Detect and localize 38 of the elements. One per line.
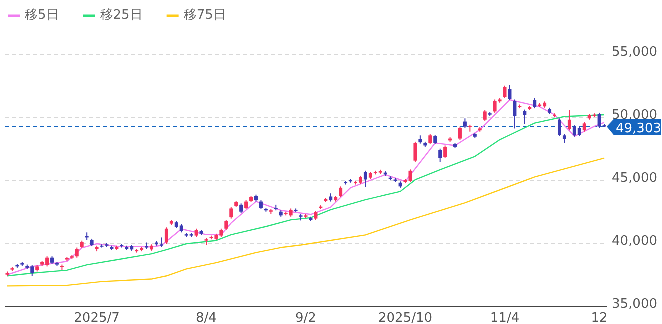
candlestick xyxy=(160,237,164,248)
y-tick-label: 45,000 xyxy=(612,171,658,186)
candlestick xyxy=(428,134,432,145)
candlestick xyxy=(483,110,487,122)
candlestick xyxy=(438,148,442,163)
x-tick-label: 2025/7 xyxy=(74,311,120,324)
candlestick xyxy=(364,170,368,188)
legend-label: 移5日 xyxy=(25,8,60,23)
candlestick xyxy=(414,141,418,163)
x-tick-label: 11/4 xyxy=(490,311,520,324)
candlestick xyxy=(75,247,79,258)
candlestick xyxy=(463,118,467,129)
legend-label: 移25日 xyxy=(100,8,143,23)
x-tick-label: 9/2 xyxy=(296,311,316,324)
candlestick xyxy=(558,118,562,137)
candlestick xyxy=(508,84,512,101)
legend-label: 移75日 xyxy=(184,8,226,23)
line-series xyxy=(6,158,606,287)
candlestick xyxy=(513,99,517,130)
x-tick-label: 8/4 xyxy=(196,311,217,324)
candlestick xyxy=(224,220,228,231)
candlestick xyxy=(458,126,462,141)
candlestick xyxy=(434,134,438,145)
x-tick-label: 2025/10 xyxy=(378,311,433,324)
candlestick xyxy=(164,227,168,244)
candlestick xyxy=(240,203,244,214)
candlestick xyxy=(568,110,572,132)
candlestick xyxy=(339,186,343,198)
candlestick xyxy=(533,98,537,110)
y-tick-label: 55,000 xyxy=(612,45,658,60)
x-tick-label: 12 xyxy=(591,311,608,324)
y-tick-label: 35,000 xyxy=(612,297,658,312)
candlestick xyxy=(582,122,586,132)
candlestick xyxy=(230,206,234,220)
candlestick xyxy=(523,109,527,125)
y-tick-label: 40,000 xyxy=(612,234,658,249)
candlestick xyxy=(444,145,448,159)
ref-line-label: 49,303 xyxy=(616,121,662,136)
